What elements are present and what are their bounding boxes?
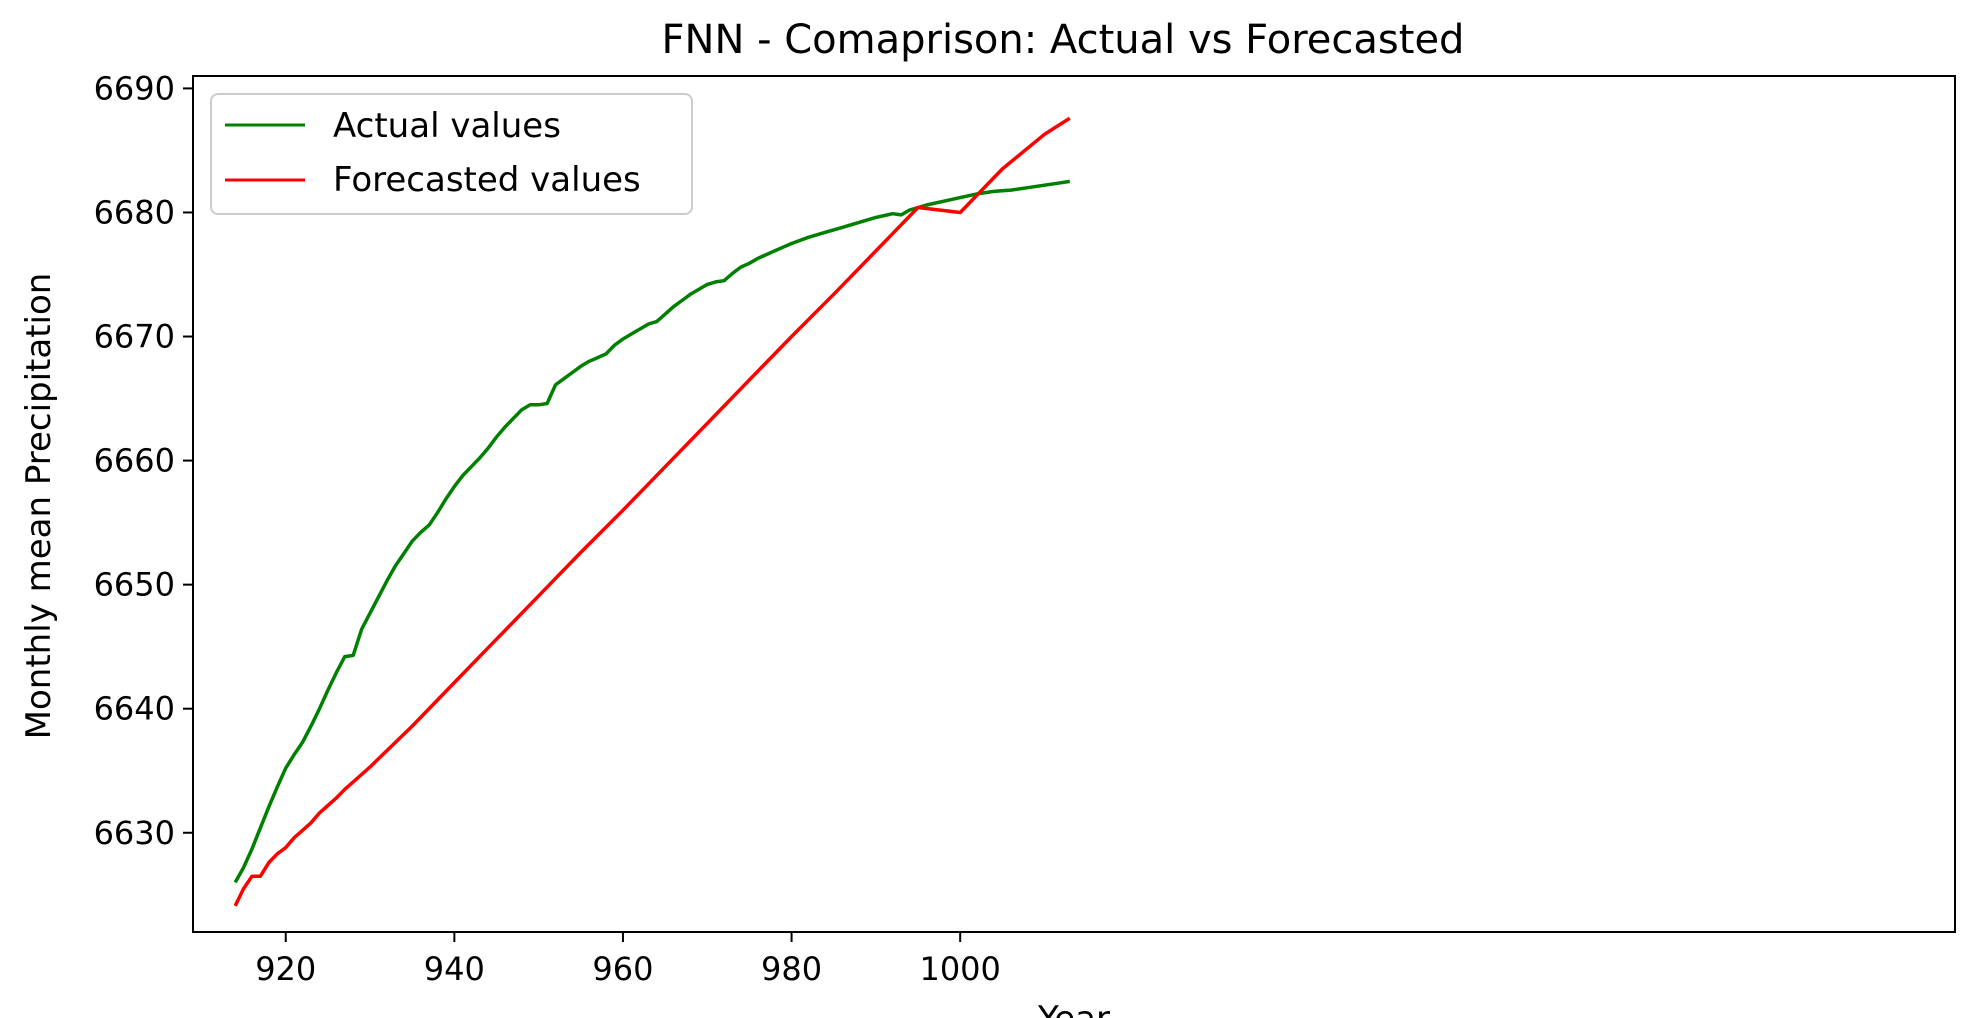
x-tick-label: 940 bbox=[424, 950, 485, 988]
y-tick-label: 6690 bbox=[94, 69, 175, 107]
series-layer bbox=[233, 116, 1071, 907]
y-tick-label: 6670 bbox=[94, 318, 175, 356]
legend-label-forecast: Forecasted values bbox=[333, 160, 641, 200]
legend: Actual values Forecasted values bbox=[210, 93, 693, 215]
y-tick-label: 6630 bbox=[94, 814, 175, 852]
series-line-forecast bbox=[233, 116, 1071, 907]
x-tick-label: 1000 bbox=[919, 950, 1000, 988]
y-axis-label: Monthly mean Precipitation bbox=[19, 273, 59, 740]
x-axis-label: Year bbox=[1037, 999, 1110, 1018]
series-line-actual bbox=[233, 179, 1071, 884]
chart-title: FNN - Comaprison: Actual vs Forecasted bbox=[662, 17, 1465, 63]
y-tick-label: 6650 bbox=[94, 566, 175, 604]
legend-box bbox=[210, 93, 693, 215]
x-tick-label: 980 bbox=[761, 950, 822, 988]
x-tick-label: 920 bbox=[255, 950, 316, 988]
x-tick-label: 960 bbox=[592, 950, 653, 988]
y-tick-label: 6640 bbox=[94, 690, 175, 728]
y-tick-label: 6680 bbox=[94, 193, 175, 231]
y-tick-label: 6660 bbox=[94, 442, 175, 480]
legend-label-actual: Actual values bbox=[333, 106, 561, 146]
plot-frame bbox=[192, 75, 1956, 933]
axis-layer: 920 940 960 980 1000 6630 6640 6650 6660 6670 6680… bbox=[94, 69, 1001, 988]
